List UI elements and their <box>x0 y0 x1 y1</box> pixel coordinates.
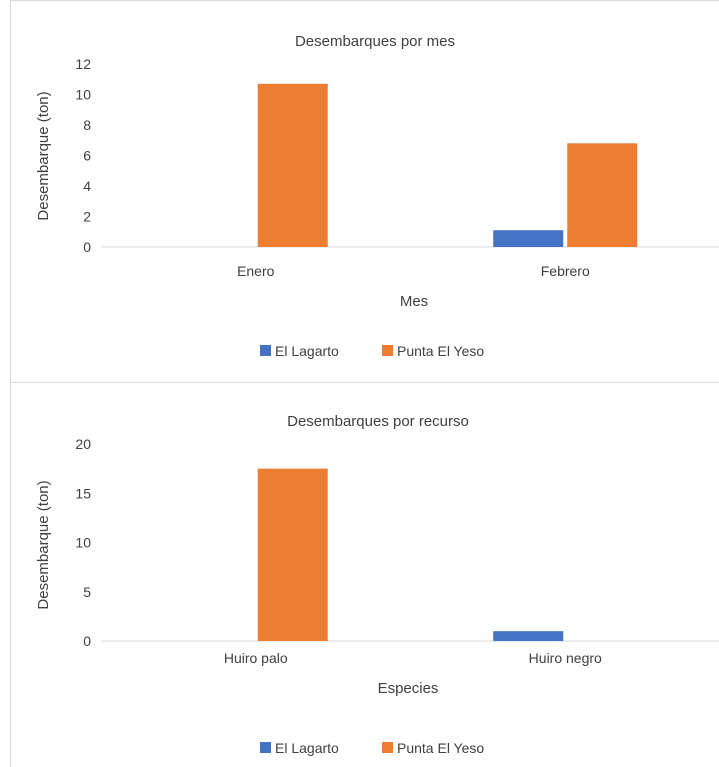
y-axis-label: Desembarque (ton) <box>35 480 52 609</box>
legend-label-punta-el-yeso: Punta El Yeso <box>397 343 484 359</box>
y-tick-label: 20 <box>75 436 91 452</box>
y-tick-label: 5 <box>83 584 91 600</box>
chart-panel-by-resource: Desembarques por recurso Especies Desemb… <box>10 382 719 767</box>
y-tick-label: 2 <box>83 209 91 225</box>
bar-punta-el-yeso-huiro-palo <box>257 468 328 641</box>
legend: El Lagarto Punta El Yeso <box>260 740 484 756</box>
bar-punta-el-yeso-enero <box>257 83 328 247</box>
legend-swatch-punta-el-yeso <box>382 345 393 356</box>
y-tick-label: 10 <box>75 87 91 103</box>
y-axis-label: Desembarque (ton) <box>35 91 52 220</box>
bar-punta-el-yeso-febrero <box>567 143 638 247</box>
legend-swatch-el-lagarto <box>260 742 271 753</box>
chart-by-month: Desembarques por mes Mes Desembarque (to… <box>35 33 719 359</box>
bar-el-lagarto-huiro-negro <box>493 631 564 641</box>
chart-title: Desembarques por recurso <box>287 413 469 430</box>
legend-swatch-punta-el-yeso <box>382 742 393 753</box>
y-tick-label: 4 <box>83 178 91 194</box>
legend-swatch-el-lagarto <box>260 345 271 356</box>
bar-el-lagarto-febrero <box>493 230 564 247</box>
y-tick-label: 6 <box>83 148 91 164</box>
y-tick-label: 8 <box>83 117 91 133</box>
y-tick-label: 0 <box>83 633 91 649</box>
x-tick-label: Huiro palo <box>224 650 288 666</box>
y-tick-label: 0 <box>83 239 91 255</box>
legend-label-el-lagarto: El Lagarto <box>275 343 339 359</box>
x-tick-label: Huiro negro <box>529 650 602 666</box>
legend-label-el-lagarto: El Lagarto <box>275 740 339 756</box>
x-tick-label: Enero <box>237 263 275 279</box>
y-tick-label: 12 <box>75 56 91 72</box>
chart-title: Desembarques por mes <box>295 33 455 50</box>
x-axis-label: Especies <box>378 680 439 697</box>
legend-label-punta-el-yeso: Punta El Yeso <box>397 740 484 756</box>
y-tick-label: 15 <box>75 485 91 501</box>
chart-by-resource: Desembarques por recurso Especies Desemb… <box>35 413 719 756</box>
y-tick-label: 10 <box>75 535 91 551</box>
x-tick-label: Febrero <box>541 263 590 279</box>
x-axis-label: Mes <box>400 293 428 310</box>
chart-panel-by-month: Desembarques por mes Mes Desembarque (to… <box>10 0 719 383</box>
legend: El Lagarto Punta El Yeso <box>260 343 484 359</box>
